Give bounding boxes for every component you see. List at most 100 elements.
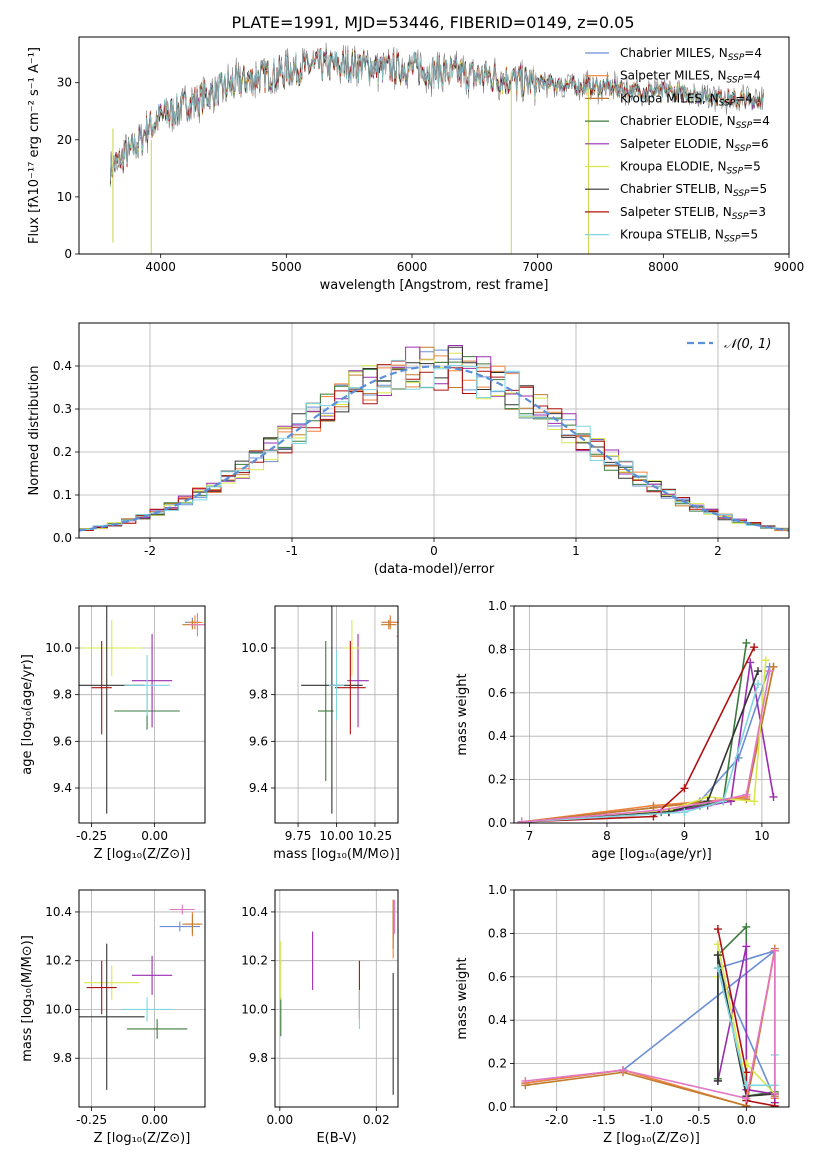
plot-area-spectrum — [110, 42, 764, 254]
legend-label-name: Chabrier ELODIE, N — [620, 114, 736, 128]
legend-label: Salpeter STELIB, NSSP=3 — [620, 205, 766, 222]
y-tick-label: 9.8 — [249, 688, 268, 702]
y-tick-label: 0.2 — [488, 773, 507, 787]
panel-mass-vs-Z: -0.25 0.00 9.8 10.0 10.2 10.4 Z [log₁₀(Z/Z⊙)] m… — [20, 889, 206, 1146]
y-tick-label: 0.2 — [488, 1057, 507, 1071]
legend-label: Salpeter MILES, NSSP=4 — [620, 69, 761, 86]
y-tick-label: 10.4 — [241, 905, 268, 919]
weight-marker — [746, 658, 755, 667]
normal-curve — [79, 365, 789, 532]
x-tick-label: 0.00 — [266, 1113, 293, 1127]
x-tick-label: -1.5 — [592, 1113, 615, 1127]
axes-frame — [78, 36, 790, 255]
y-axis-label: mass [log₁₀(M/M⊙)] — [20, 935, 35, 1062]
errorbar-point — [344, 620, 360, 676]
weight-marker — [742, 638, 751, 647]
weight-marker — [761, 656, 770, 665]
errorbar-point — [159, 921, 200, 932]
legend-label-suffix: =5 — [743, 160, 761, 174]
axes-frame — [513, 889, 790, 1108]
panel-age-vs-mass: 9.75 10.00 10.25 9.4 9.6 9.8 10.0 mass [log₁₀(M… — [241, 605, 400, 862]
x-axis-label: Z [log₁₀(Z/Z⊙)] — [94, 1131, 191, 1146]
weight-marker — [742, 790, 751, 799]
weight-marker — [750, 643, 759, 652]
axes-frame — [513, 605, 790, 824]
weight-marker — [742, 1059, 751, 1068]
legend-label: Kroupa STELIB, NSSP=5 — [620, 228, 758, 245]
y-tick-label: 10.4 — [45, 905, 72, 919]
y-axis-label: mass weight — [455, 673, 470, 755]
x-axis-label: Z [log₁₀(Z/Z⊙)] — [94, 847, 191, 862]
weight-marker — [680, 808, 689, 817]
errorbar-point — [124, 655, 170, 716]
errorbar-point — [318, 641, 334, 781]
weight-marker — [742, 922, 751, 931]
errorbar-point — [131, 634, 173, 728]
x-axis-label: age [log₁₀(age/yr)] — [591, 847, 712, 862]
y-tick-label: 1.0 — [488, 883, 507, 897]
legend-label: Chabrier MILES, NSSP=4 — [620, 46, 762, 63]
legend-label-suffix: =4 — [752, 114, 770, 128]
plot-area-mass-vs-EBV — [280, 899, 396, 1095]
weight-marker — [521, 1076, 530, 1085]
x-tick-label: -2.0 — [545, 1113, 568, 1127]
panel-spectrum: 4000 5000 6000 7000 8000 9000 0 10 20 30 wavelengt… — [27, 36, 804, 293]
x-tick-label: -0.25 — [76, 1113, 107, 1127]
x-tick-label: 0 — [430, 544, 438, 558]
x-tick-label: 7000 — [522, 260, 553, 274]
weight-line — [521, 646, 755, 823]
legend-label-name: Kroupa STELIB, N — [620, 228, 724, 242]
errorbar-point — [328, 650, 345, 721]
y-tick-label: 0.8 — [488, 926, 507, 940]
legend-label-suffix: =4 — [743, 69, 761, 83]
weight-marker — [742, 1094, 751, 1103]
x-tick-label: 0.00 — [141, 1113, 168, 1127]
x-axis-label: E(B-V) — [316, 1131, 356, 1146]
axes-frame — [78, 605, 206, 824]
y-axis-label: Normed distribution — [27, 366, 42, 496]
x-tick-label: -1 — [286, 544, 298, 558]
figure-title: PLATE=1991, MJD=53446, FIBERID=0149, z=0… — [231, 13, 634, 32]
weight-marker — [754, 667, 763, 676]
y-tick-label: 0 — [64, 247, 72, 261]
y-tick-label: 9.4 — [249, 781, 268, 795]
legend-label-suffix: =5 — [750, 182, 768, 196]
axes-frame — [274, 605, 399, 824]
spectrum-data-line — [110, 42, 764, 176]
errorbar-point — [79, 943, 145, 1090]
weight-marker — [680, 784, 689, 793]
weight-marker — [713, 951, 722, 960]
x-tick-label: -2 — [144, 544, 156, 558]
legend-label-name: Chabrier MILES, N — [620, 46, 728, 60]
axes-frame — [78, 889, 206, 1108]
legend-label-sub: SSP — [736, 121, 753, 131]
x-tick-label: -0.5 — [687, 1113, 710, 1127]
errorbar-point — [169, 904, 195, 915]
weight-marker — [770, 1089, 779, 1098]
y-tick-label: 0.6 — [488, 970, 507, 984]
x-tick-label: -0.25 — [76, 829, 107, 843]
x-tick-label: 10.25 — [358, 829, 392, 843]
legend-label-sub: SSP — [727, 76, 744, 86]
legend-label-suffix: =3 — [748, 205, 766, 219]
axes-frame — [274, 889, 399, 1108]
legend-label-sub: SSP — [727, 167, 744, 177]
x-tick-label: 9 — [681, 829, 689, 843]
weight-line — [521, 666, 775, 823]
plot-area-mass-vs-Z — [79, 904, 203, 1090]
weight-marker — [713, 925, 722, 934]
y-tick-label: 0.0 — [488, 816, 507, 830]
y-tick-label: 10.2 — [45, 954, 72, 968]
y-tick-label: 0.4 — [53, 359, 72, 373]
y-tick-label: 0.4 — [488, 729, 507, 743]
weight-marker — [719, 797, 728, 806]
y-tick-label: 10.0 — [241, 641, 268, 655]
y-axis-label: Flux [fλ10⁻¹⁷ erg cm⁻² s⁻¹ A⁻¹] — [27, 47, 42, 244]
plot-area-weight-vs-age — [517, 638, 778, 823]
y-tick-label: 9.4 — [53, 781, 72, 795]
legend-label-sub: SSP — [724, 235, 741, 245]
weight-marker — [517, 817, 526, 823]
y-tick-label: 0.0 — [488, 1100, 507, 1114]
weight-marker — [769, 792, 778, 801]
x-tick-label: 0.0 — [737, 1113, 756, 1127]
